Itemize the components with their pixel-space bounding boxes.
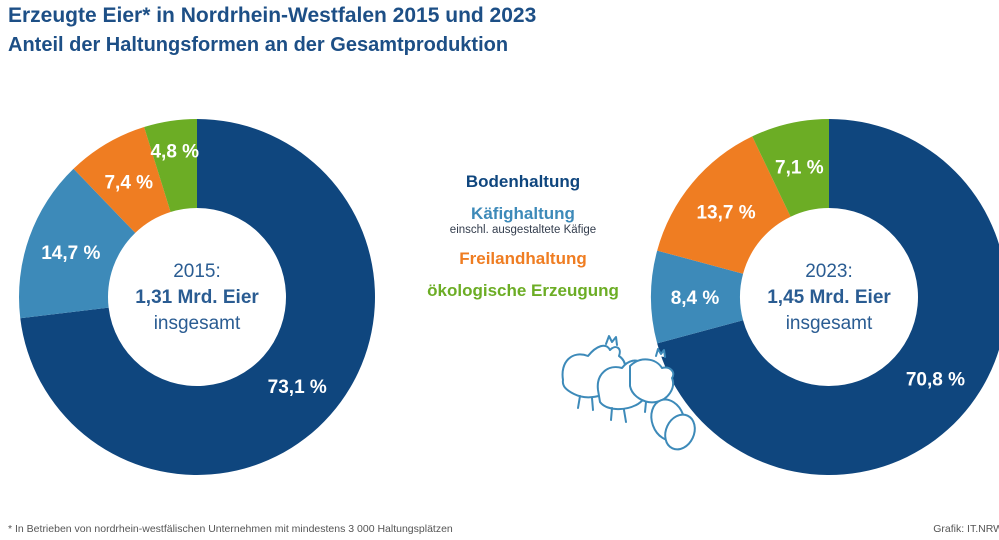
source-credit: Grafik: IT.NRW	[933, 523, 999, 535]
slice-label-2023-bodenhaltung: 70,8 %	[906, 369, 965, 390]
center-total-2023: 1,45 Mrd. Eier	[767, 287, 891, 308]
slice-label-2023-kaefighaltung: 8,4 %	[671, 288, 720, 309]
slice-2023-bodenhaltung	[657, 119, 999, 475]
legend: Bodenhaltung Käfighaltung einschl. ausge…	[398, 172, 648, 301]
slice-2015-oekologische-erzeugung	[144, 119, 197, 213]
center-suffix-2015: insgesamt	[154, 313, 241, 334]
chickens-icon	[561, 335, 675, 423]
slice-label-2023-oekologische-erzeugung: 7,1 %	[775, 157, 824, 178]
slice-2023-kaefighaltung	[651, 250, 744, 344]
footnote: * In Betrieben von nordrhein-westfälisch…	[8, 523, 453, 535]
center-year-2015: 2015:	[173, 261, 221, 282]
slice-label-2023-freilandhaltung: 13,7 %	[696, 202, 755, 223]
slice-2015-freilandhaltung	[73, 127, 171, 233]
center-suffix-2023: insgesamt	[786, 313, 873, 334]
slice-label-2015-freilandhaltung: 7,4 %	[104, 173, 153, 194]
legend-item-freilandhaltung: Freilandhaltung	[459, 249, 587, 268]
chart-subtitle: Anteil der Haltungsformen an der Gesamtp…	[8, 34, 509, 56]
legend-item-bodenhaltung: Bodenhaltung	[465, 172, 581, 191]
slice-label-2015-kaefighaltung: 14,7 %	[41, 243, 100, 264]
slice-2023-oekologische-erzeugung	[752, 119, 829, 217]
chart-title: Erzeugte Eier* in Nordrhein-Westfalen 20…	[8, 4, 537, 27]
legend-item-oekologisch: ökologische Erzeugung	[427, 281, 619, 300]
center-year-2023: 2023:	[805, 261, 853, 282]
slice-label-2015-oekologische-erzeugung: 4,8 %	[150, 142, 199, 163]
slice-2023-freilandhaltung	[657, 136, 791, 274]
center-total-2015: 1,31 Mrd. Eier	[135, 287, 259, 308]
legend-item-kaefighaltung: Käfighaltung	[471, 204, 575, 223]
slice-label-2015-bodenhaltung: 73,1 %	[268, 377, 327, 398]
slice-2015-bodenhaltung	[20, 119, 375, 475]
legend-item-kaefighaltung-note: einschl. ausgestaltete Käfige	[449, 224, 597, 236]
eggs-icon	[650, 398, 696, 451]
slice-2015-kaefighaltung	[19, 168, 136, 319]
